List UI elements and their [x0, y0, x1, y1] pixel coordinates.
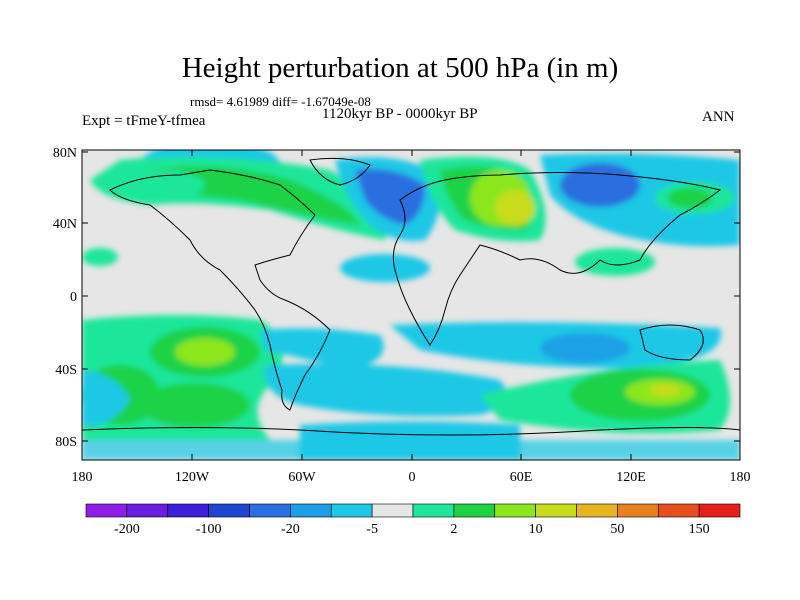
season-label: ANN: [702, 109, 735, 125]
coastlines: [82, 157, 740, 436]
colorbar-label: 10: [529, 522, 543, 537]
axis-labels: 80N 40N 0 40S 80S 180 120W 60W 0 60E 120E 180: [53, 146, 751, 485]
lat-tick-label: 80N: [53, 146, 77, 161]
lon-tick-label: 180: [730, 470, 751, 485]
axis-ticks: [81, 150, 741, 460]
colorbar-swatch: [126, 503, 169, 518]
colorbar-label: -5: [366, 522, 378, 537]
colorbar-swatch: [412, 503, 455, 518]
lat-tick-label: 80S: [55, 435, 77, 450]
colorbar-swatch: [617, 503, 659, 518]
colorbar-label: -200: [114, 522, 140, 537]
colorbar-swatch: [453, 503, 496, 518]
lon-tick-label: 120W: [175, 470, 210, 485]
lat-tick-label: 40S: [55, 363, 77, 378]
period-label: 1120kyr BP - 0000kyr BP: [322, 106, 478, 122]
colorbar-swatch: [494, 503, 536, 518]
colorbar-swatch: [330, 503, 373, 518]
lat-tick-label: 40N: [53, 217, 77, 232]
colorbar-swatch: [535, 503, 577, 518]
map-title: Height perturbation at 500 hPa (in m): [181, 52, 619, 84]
colorbar-swatch: [698, 503, 741, 518]
experiment-label: Expt = tFmeY-tfmea: [82, 113, 206, 129]
lat-tick-label: 0: [70, 290, 77, 305]
contour-field: [82, 150, 740, 460]
colorbar-swatch: [208, 503, 250, 518]
colorbar-swatch: [249, 503, 291, 518]
colorbar-swatch: [657, 503, 700, 518]
colorbar-swatch: [371, 503, 414, 518]
lon-tick-label: 0: [409, 470, 416, 485]
lon-tick-label: 180: [72, 470, 93, 485]
lon-tick-label: 60E: [510, 470, 533, 485]
colorbar-label: 150: [689, 522, 710, 537]
colorbar: -200 -100 -20 -5 2 10 50 150: [85, 503, 741, 537]
colorbar-label: -100: [196, 522, 222, 537]
colorbar-swatch: [290, 503, 332, 518]
stats-line: rmsd= 4.61989 diff= -1.67049e-08: [190, 94, 371, 109]
lon-tick-label: 60W: [288, 470, 316, 485]
colorbar-swatch: [85, 503, 128, 518]
colorbar-swatch: [576, 503, 618, 518]
colorbar-label: -20: [281, 522, 300, 537]
colorbar-swatch: [167, 503, 209, 518]
lon-tick-label: 120E: [616, 470, 646, 485]
map-frame: [81, 149, 741, 461]
colorbar-label: 50: [610, 522, 624, 537]
colorbar-label: 2: [450, 522, 457, 537]
